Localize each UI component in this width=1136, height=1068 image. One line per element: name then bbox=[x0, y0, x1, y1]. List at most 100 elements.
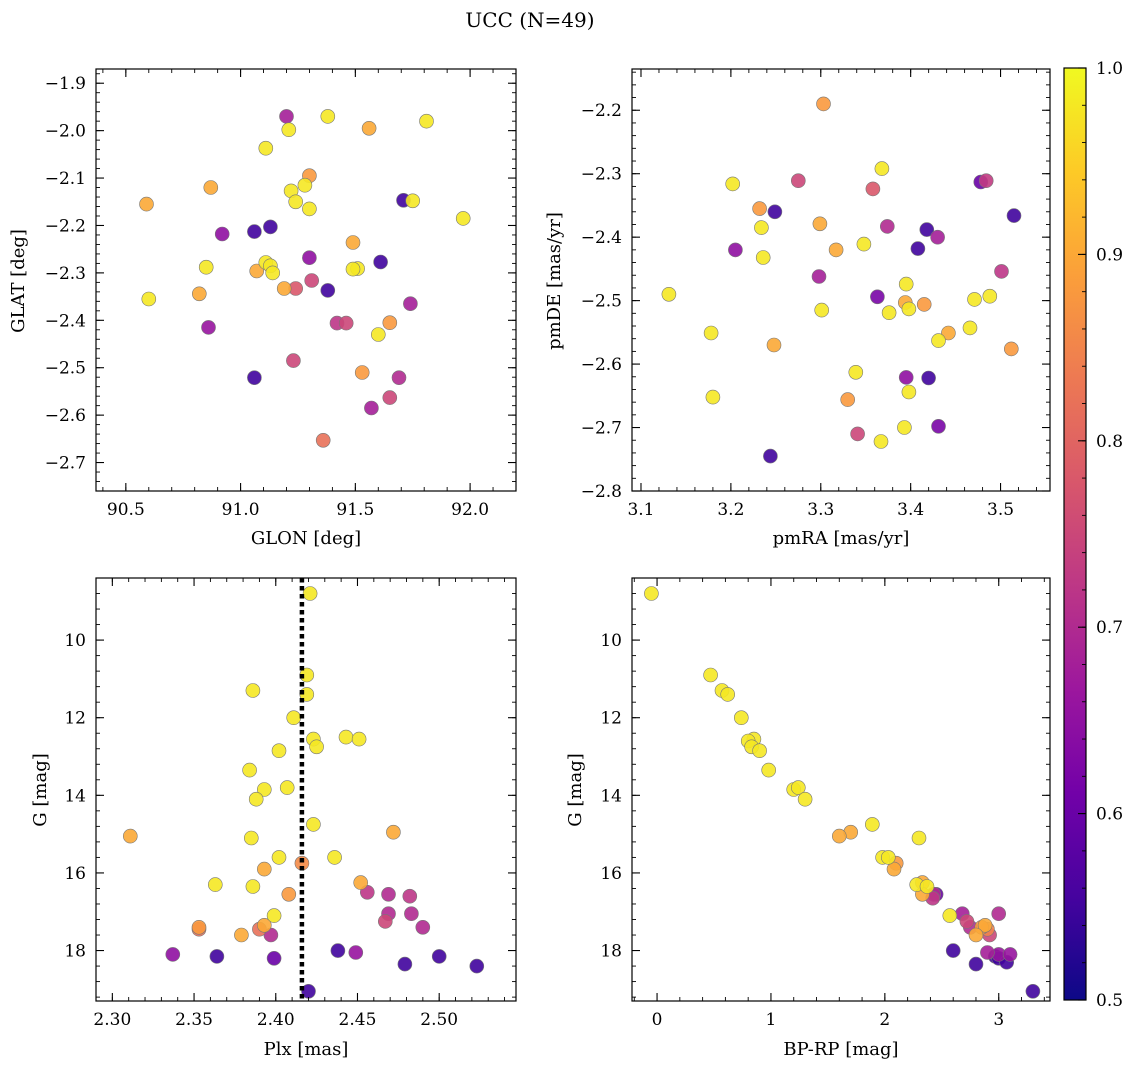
scatter-point bbox=[209, 949, 225, 964]
scatter-point bbox=[377, 914, 393, 929]
scatter-point bbox=[910, 241, 926, 256]
scatter-points-bprp-g bbox=[644, 586, 1041, 999]
scatter-point bbox=[139, 196, 154, 212]
figure-suptitle: UCC (N=49) bbox=[465, 8, 594, 32]
scatter-point bbox=[315, 432, 331, 448]
y-tick-label: −2.4 bbox=[45, 311, 86, 331]
y-tick-label: −2.5 bbox=[45, 359, 86, 379]
scatter-point bbox=[249, 263, 265, 279]
scatter-point bbox=[755, 250, 771, 265]
scatter-point bbox=[320, 283, 336, 298]
scatter-point bbox=[247, 370, 262, 386]
scatter-point bbox=[901, 301, 917, 317]
y-tick-label: 12 bbox=[64, 709, 86, 729]
colorbar-tick-label: 1.0 bbox=[1096, 59, 1123, 79]
scatter-point bbox=[373, 254, 388, 270]
scatter-point bbox=[123, 828, 138, 844]
scatter-point bbox=[856, 236, 872, 252]
scatter-point bbox=[302, 586, 318, 601]
x-tick-label: 0 bbox=[652, 1010, 663, 1030]
scatter-point bbox=[265, 265, 281, 281]
x-tick-label: 2.30 bbox=[93, 1010, 131, 1030]
scatter-point bbox=[247, 224, 262, 239]
scatter-point bbox=[982, 288, 998, 304]
scatter-point bbox=[348, 945, 364, 960]
scatter-point bbox=[455, 211, 471, 226]
scatter-point bbox=[276, 281, 292, 296]
scatter-point bbox=[351, 731, 367, 747]
scatter-point bbox=[725, 176, 741, 192]
scatter-point bbox=[828, 242, 844, 258]
scatter-point bbox=[754, 220, 769, 235]
scatter-point bbox=[1003, 341, 1019, 357]
x-tick-label: 2.40 bbox=[257, 1010, 295, 1030]
scatter-point bbox=[419, 113, 434, 129]
scatter-point bbox=[320, 109, 336, 124]
y-tick-label: 14 bbox=[600, 786, 622, 806]
scatter-point bbox=[345, 261, 361, 277]
scatter-point bbox=[386, 824, 401, 840]
scatter-point bbox=[364, 400, 379, 416]
x-tick-label: 3.4 bbox=[897, 500, 924, 520]
scatter-point bbox=[286, 710, 302, 726]
scatter-point bbox=[978, 173, 994, 188]
scatter-point bbox=[941, 325, 956, 341]
scatter-point bbox=[234, 927, 249, 943]
y-tick-label: −2.6 bbox=[45, 406, 86, 426]
scatter-point bbox=[271, 743, 287, 759]
scatter-point bbox=[338, 729, 354, 745]
scatter-point bbox=[816, 96, 831, 112]
scatter-point bbox=[286, 353, 301, 368]
scatter-point bbox=[980, 945, 995, 960]
scatter-point bbox=[864, 817, 880, 832]
y-tick-label: −2.7 bbox=[581, 419, 622, 439]
scatter-point bbox=[415, 919, 431, 935]
scatter-point bbox=[919, 222, 935, 237]
scatter-points-pmra-pmde bbox=[661, 96, 1022, 464]
scatter-point bbox=[208, 877, 223, 892]
y-axis-label-g-left: G [mag] bbox=[30, 753, 51, 826]
x-tick-label: 2 bbox=[879, 1010, 890, 1030]
x-axis-label-glon: GLON [deg] bbox=[251, 528, 361, 549]
scatter-point bbox=[404, 906, 419, 922]
panel-glon-glat: 90.5 91.0 91.5 92.0 −2.7 −2.6 −2.5 −2.4 −2.3 −2.2… bbox=[8, 68, 517, 549]
scatter-point bbox=[431, 949, 447, 964]
axes-glon-glat: 90.5 91.0 91.5 92.0 −2.7 −2.6 −2.5 −2.4 −2.3 −2.2… bbox=[45, 68, 517, 520]
scatter-point bbox=[880, 850, 896, 865]
scatter-points-plx-g bbox=[123, 578, 485, 1001]
scatter-point bbox=[214, 226, 230, 242]
scatter-point bbox=[761, 762, 777, 778]
panel-plx-g: 2.30 2.35 2.40 2.45 2.50 10 12 14 16 18 Plx [mas]… bbox=[30, 577, 517, 1060]
scatter-point bbox=[831, 828, 847, 844]
scatter-point bbox=[245, 879, 261, 894]
x-tick-label: 3 bbox=[993, 1010, 1004, 1030]
scatter-point bbox=[141, 291, 157, 307]
scatter-point bbox=[790, 173, 806, 188]
scatter-point bbox=[338, 315, 354, 331]
scatter-point bbox=[256, 861, 272, 877]
y-axis-label-pmde: pmDE [mas/yr] bbox=[544, 212, 565, 350]
scatter-point bbox=[962, 320, 978, 336]
y-tick-label: −2.3 bbox=[45, 264, 86, 284]
scatter-point bbox=[381, 886, 396, 902]
scatter-point bbox=[192, 286, 207, 302]
scatter-point bbox=[994, 264, 1009, 279]
scatter-point bbox=[405, 193, 421, 209]
scatter-point bbox=[901, 384, 917, 400]
scatter-point bbox=[881, 305, 897, 321]
scatter-point bbox=[370, 327, 386, 342]
x-tick-label: 2.35 bbox=[175, 1010, 213, 1030]
scatter-point bbox=[930, 229, 945, 245]
scatter-point bbox=[661, 286, 677, 302]
scatter-point bbox=[848, 364, 864, 380]
x-tick-label: 3.3 bbox=[807, 500, 834, 520]
scatter-point bbox=[244, 830, 259, 846]
scatter-point bbox=[977, 917, 993, 933]
colorbar-tick-label: 0.8 bbox=[1096, 432, 1123, 452]
scatter-point bbox=[991, 906, 1007, 922]
colorbar-tick-label: 0.6 bbox=[1096, 805, 1123, 825]
scatter-point bbox=[797, 791, 813, 807]
scatter-point bbox=[165, 947, 181, 962]
scatter-point bbox=[469, 958, 485, 974]
scatter-point bbox=[271, 850, 287, 865]
